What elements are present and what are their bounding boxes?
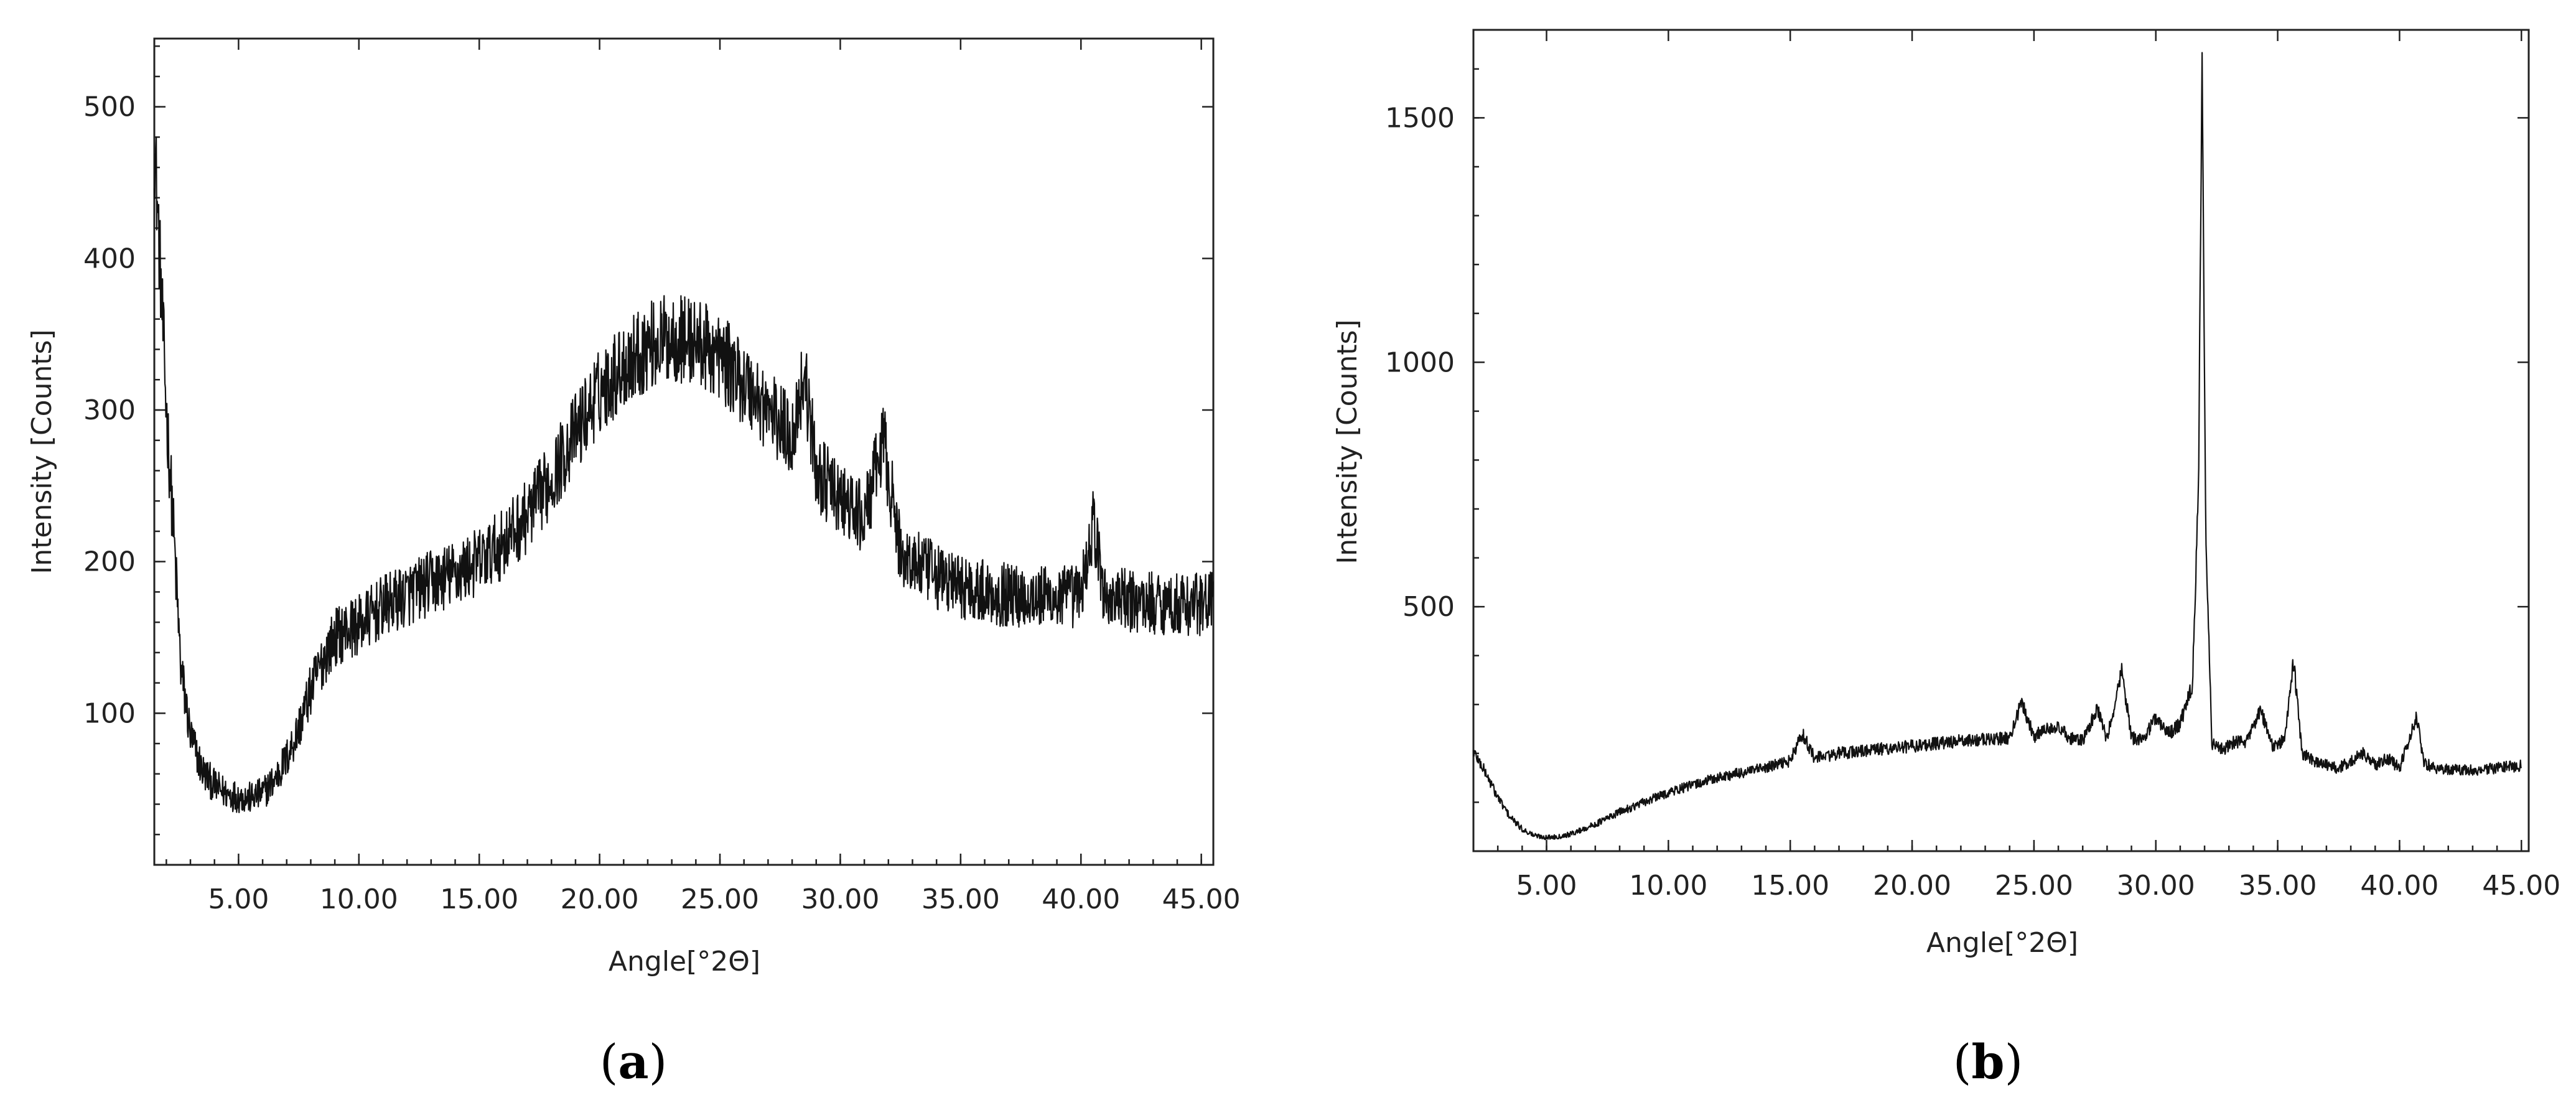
x-tick-label: 45.00 <box>2482 870 2560 902</box>
x-tick-label: 25.00 <box>681 884 759 915</box>
x-tick-label: 5.00 <box>1516 870 1577 902</box>
y-tick-label: 1000 <box>1385 347 1455 378</box>
y-tick-label: 400 <box>83 243 136 274</box>
y-tick-label: 500 <box>83 91 136 123</box>
y-axis-ticks-a: 100 200 300 400 500 <box>83 45 1213 836</box>
y-axis-ticks-b: 500 1000 1500 <box>1385 68 2529 803</box>
y-tick-label: 100 <box>83 697 136 729</box>
plot-frame-b <box>1472 29 2530 852</box>
y-tick-label: 300 <box>83 394 136 426</box>
chart-panel-b: 5.00 10.00 15.00 20.00 25.00 30.00 35.00 40.00 4… <box>1332 29 2560 1089</box>
x-tick-label: 20.00 <box>561 884 639 915</box>
x-axis-label-a: Angle[°2Θ] <box>609 946 760 977</box>
x-tick-label: 40.00 <box>1042 884 1120 915</box>
diffraction-trace-b <box>1472 52 2522 841</box>
x-axis-ticks-b: 5.00 10.00 15.00 20.00 25.00 30.00 35.00 40.00 4… <box>1472 30 2560 902</box>
diffraction-trace-a <box>153 136 1215 813</box>
y-tick-label: 200 <box>83 546 136 578</box>
x-tick-label: 30.00 <box>801 884 879 915</box>
x-tick-label: 40.00 <box>2360 870 2438 902</box>
x-tick-label: 30.00 <box>2117 870 2195 902</box>
x-tick-label: 10.00 <box>1629 870 1707 902</box>
x-tick-label: 15.00 <box>440 884 518 915</box>
panel-label-a: (a) <box>600 1034 668 1089</box>
x-tick-label: 10.00 <box>320 884 398 915</box>
x-tick-label: 35.00 <box>2239 870 2317 902</box>
y-tick-label: 500 <box>1402 591 1455 623</box>
panel-label-b: (b) <box>1953 1034 2023 1089</box>
x-axis-ticks-a: 5.00 10.00 15.00 20.00 25.00 30.00 35.00 40.00 4… <box>166 39 1241 915</box>
x-tick-label: 15.00 <box>1751 870 1829 902</box>
x-axis-label-b: Angle[°2Θ] <box>1926 927 2078 959</box>
x-tick-label: 35.00 <box>922 884 1000 915</box>
plot-frame-a <box>153 37 1215 866</box>
y-axis-label-b: Intensity [Counts] <box>1332 319 1363 564</box>
x-tick-label: 20.00 <box>1873 870 1951 902</box>
y-axis-label-a: Intensity [Counts] <box>26 329 58 574</box>
x-tick-label: 5.00 <box>208 884 269 915</box>
chart-panel-a: 5.00 10.00 15.00 20.00 25.00 30.00 35.00 40.00 4… <box>26 37 1241 1089</box>
x-tick-label: 45.00 <box>1162 884 1241 915</box>
y-tick-label: 1500 <box>1385 102 1455 134</box>
x-tick-label: 25.00 <box>1995 870 2073 902</box>
